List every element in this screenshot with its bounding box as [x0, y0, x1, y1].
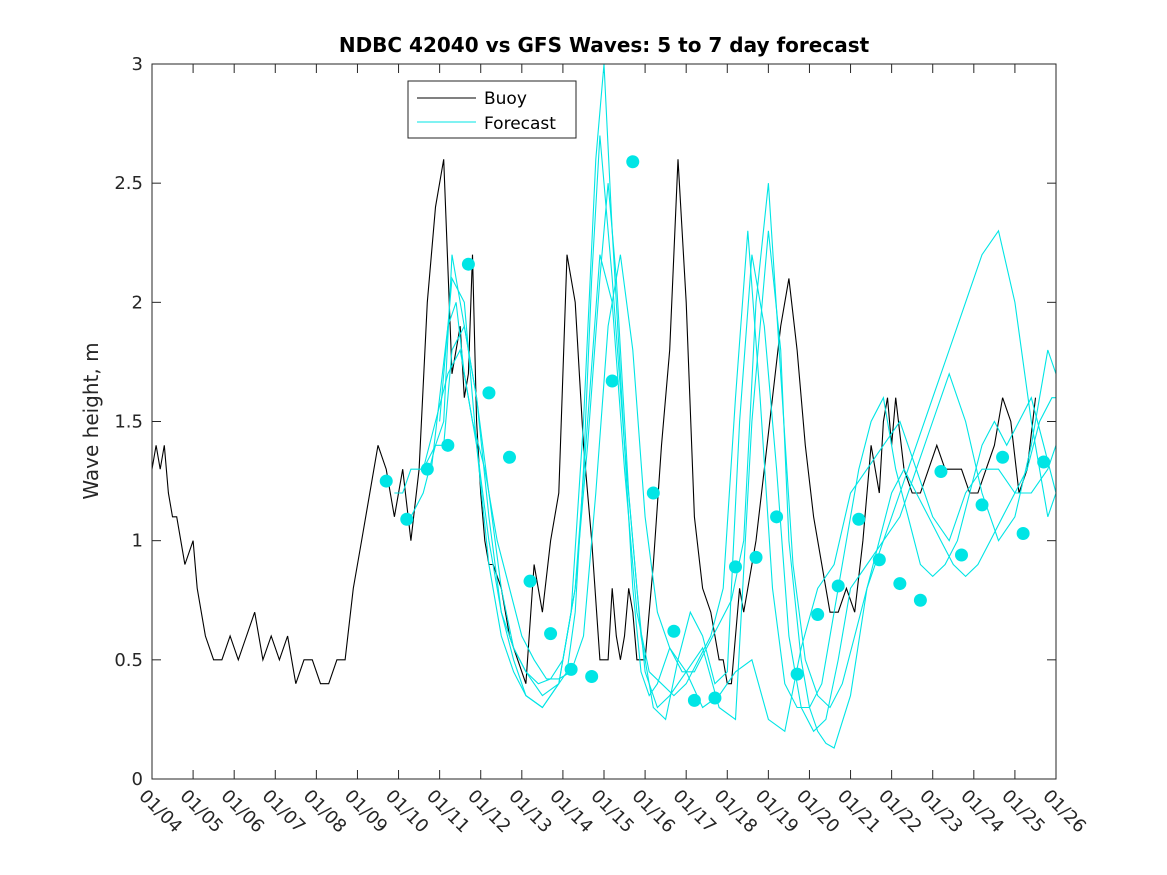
forecast-sample-point	[934, 465, 948, 479]
y-tick-label: 1	[132, 531, 143, 552]
forecast-sample-point	[1037, 455, 1051, 469]
forecast-sample-point	[728, 560, 742, 574]
y-axis-label: Wave height, m	[79, 342, 103, 499]
forecast-sample-point	[708, 691, 722, 705]
forecast-series-line-1	[394, 135, 1057, 733]
buoy-series-line	[151, 159, 1037, 685]
forecast-sample-point	[441, 438, 455, 452]
forecast-sample-point	[790, 667, 804, 681]
forecast-sample-point	[770, 510, 784, 524]
chart-title: NDBC 42040 vs GFS Waves: 5 to 7 day fore…	[339, 33, 870, 57]
forecast-sample-point	[400, 512, 414, 526]
forecast-sample-point	[502, 450, 516, 464]
plot-frame	[151, 63, 1057, 780]
forecast-sample-point	[379, 474, 393, 488]
forecast-sample-point	[667, 624, 681, 638]
forecast-sample-point	[749, 550, 763, 564]
forecast-sample-point	[893, 577, 907, 591]
legend-buoy-label: Buoy	[484, 89, 527, 109]
forecast-sample-point	[482, 386, 496, 400]
forecast-sample-point	[626, 155, 640, 169]
y-tick-label: 0.5	[114, 650, 143, 671]
forecast-sample-point	[605, 374, 619, 388]
forecast-sample-point	[461, 257, 475, 271]
forecast-sample-point	[831, 579, 845, 593]
legend-box	[407, 80, 577, 139]
plot-area	[152, 64, 1056, 779]
forecast-sample-point	[544, 627, 558, 641]
forecast-sample-point	[975, 498, 989, 512]
forecast-series-line-2	[410, 63, 1057, 749]
y-tick-label: 3	[132, 54, 143, 75]
legend: Buoy Forecast	[407, 80, 577, 139]
forecast-sample-point	[996, 450, 1010, 464]
y-tick-label: 1.5	[114, 412, 143, 433]
forecast-sample-point	[420, 462, 434, 476]
forecast-sample-point	[852, 512, 866, 526]
y-tick-label: 2	[132, 292, 143, 313]
forecast-sample-point	[811, 608, 825, 622]
series-layer	[151, 63, 1057, 749]
forecast-sample-point	[1016, 527, 1030, 541]
legend-forecast-label: Forecast	[484, 114, 556, 134]
forecast-sample-point	[585, 670, 599, 684]
forecast-sample-point	[913, 593, 927, 607]
y-tick-label: 0	[132, 769, 143, 790]
forecast-sample-point	[564, 662, 578, 676]
forecast-series-line-5	[422, 183, 1056, 709]
forecast-sample-point	[687, 693, 701, 707]
y-tick-label: 2.5	[114, 173, 143, 194]
forecast-sample-point	[872, 553, 886, 567]
forecast-series-line-3	[439, 183, 1057, 733]
forecast-sample-point	[954, 548, 968, 562]
forecast-sample-point	[646, 486, 660, 500]
forecast-sample-point	[523, 574, 537, 588]
